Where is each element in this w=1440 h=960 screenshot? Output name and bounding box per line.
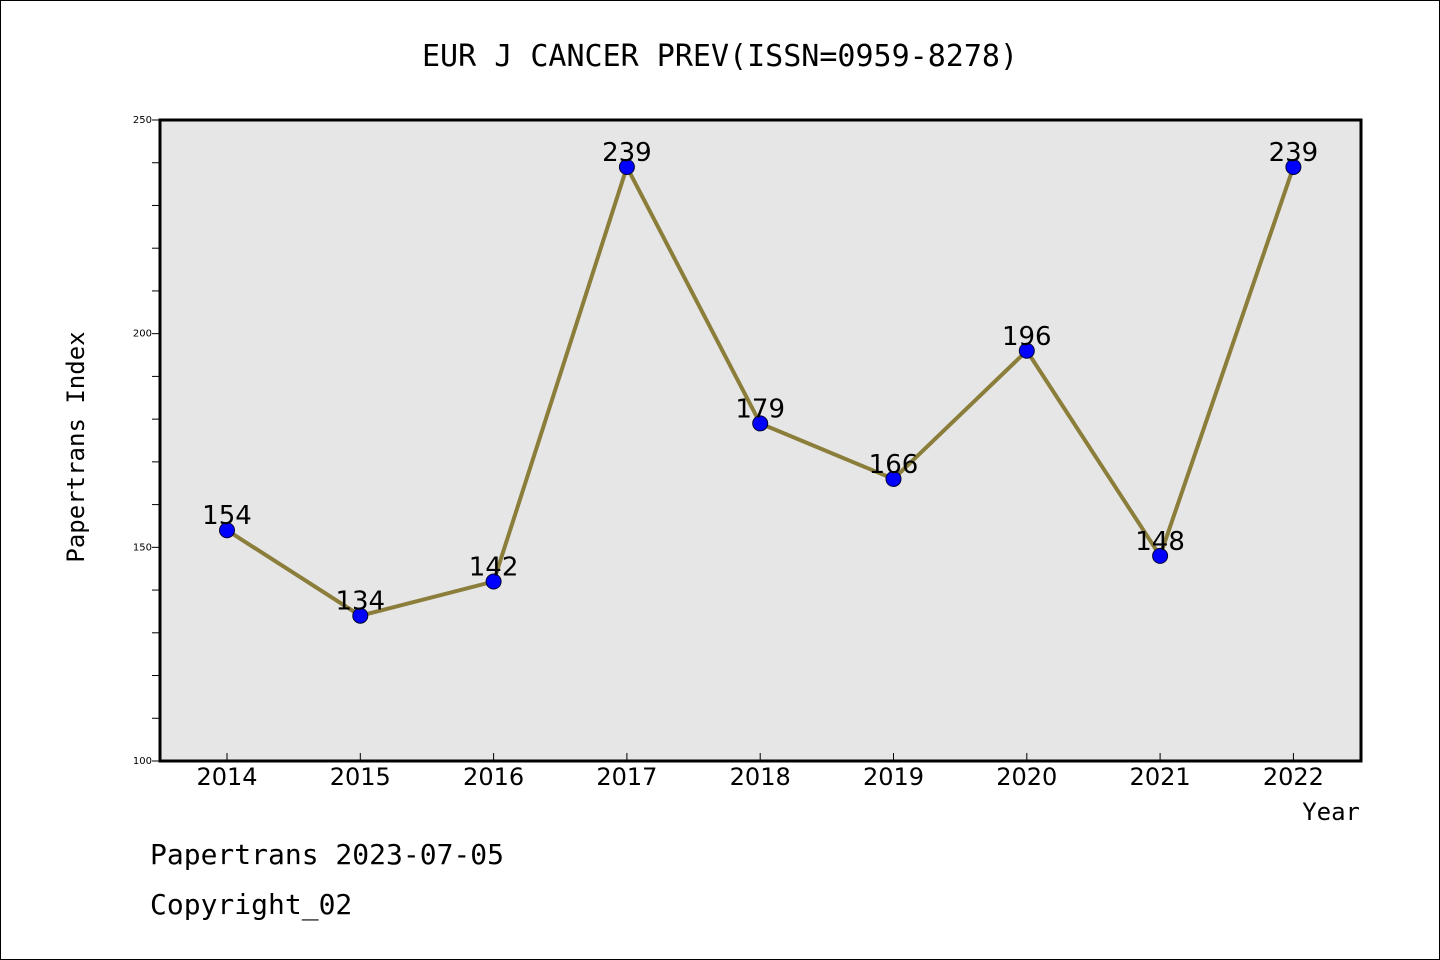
- footer-copyright: Copyright_02: [150, 888, 352, 922]
- y-tick-label: 200: [133, 329, 152, 340]
- y-tick-label: 150: [133, 542, 152, 553]
- x-tick-label: 2019: [863, 763, 924, 791]
- x-tick-label: 2021: [1130, 763, 1191, 791]
- data-label: 196: [1002, 322, 1052, 352]
- chart-title: EUR J CANCER PREV(ISSN=0959-8278): [422, 39, 1018, 74]
- data-point: [618, 159, 635, 176]
- data-label: 154: [202, 501, 252, 531]
- data-point: [219, 522, 235, 539]
- x-tick-label: 2015: [330, 763, 391, 791]
- y-axis-label: Papertrans Index: [62, 331, 90, 562]
- data-point: [1152, 547, 1169, 564]
- data-label: 166: [869, 450, 919, 480]
- plot-area: [158, 118, 1363, 763]
- data-point: [1285, 159, 1302, 176]
- data-label: 142: [469, 553, 519, 583]
- data-label: 239: [602, 138, 652, 168]
- y-axis: 100 150 200 250: [133, 115, 160, 767]
- series-group: [219, 159, 1302, 624]
- data-point: [1018, 342, 1035, 359]
- y-tick-label: 250: [133, 115, 152, 126]
- x-tick-label: 2020: [996, 763, 1057, 791]
- data-point: [752, 415, 769, 432]
- x-axis-label: Year: [1302, 798, 1360, 826]
- x-tick-label: 2016: [463, 763, 524, 791]
- x-tick-label: 2014: [196, 763, 257, 791]
- data-point: [885, 470, 902, 487]
- x-tick-label: 2017: [596, 763, 657, 791]
- data-point: [352, 607, 369, 624]
- footer-date: Papertrans 2023-07-05: [150, 838, 504, 871]
- x-axis: 2014 2015 2016 2017 2018 2019 2020 2021 2022: [196, 753, 1324, 791]
- data-labels: 154 134 142 239 179 166 196 148 239: [202, 138, 1318, 617]
- data-label: 179: [735, 394, 785, 424]
- x-tick-label: 2022: [1263, 763, 1324, 791]
- data-point: [485, 573, 502, 590]
- data-label: 134: [335, 587, 385, 617]
- x-tick-label: 2018: [730, 763, 791, 791]
- data-label: 239: [1269, 138, 1319, 168]
- y-tick-label: 100: [133, 756, 152, 767]
- data-label: 148: [1135, 527, 1185, 557]
